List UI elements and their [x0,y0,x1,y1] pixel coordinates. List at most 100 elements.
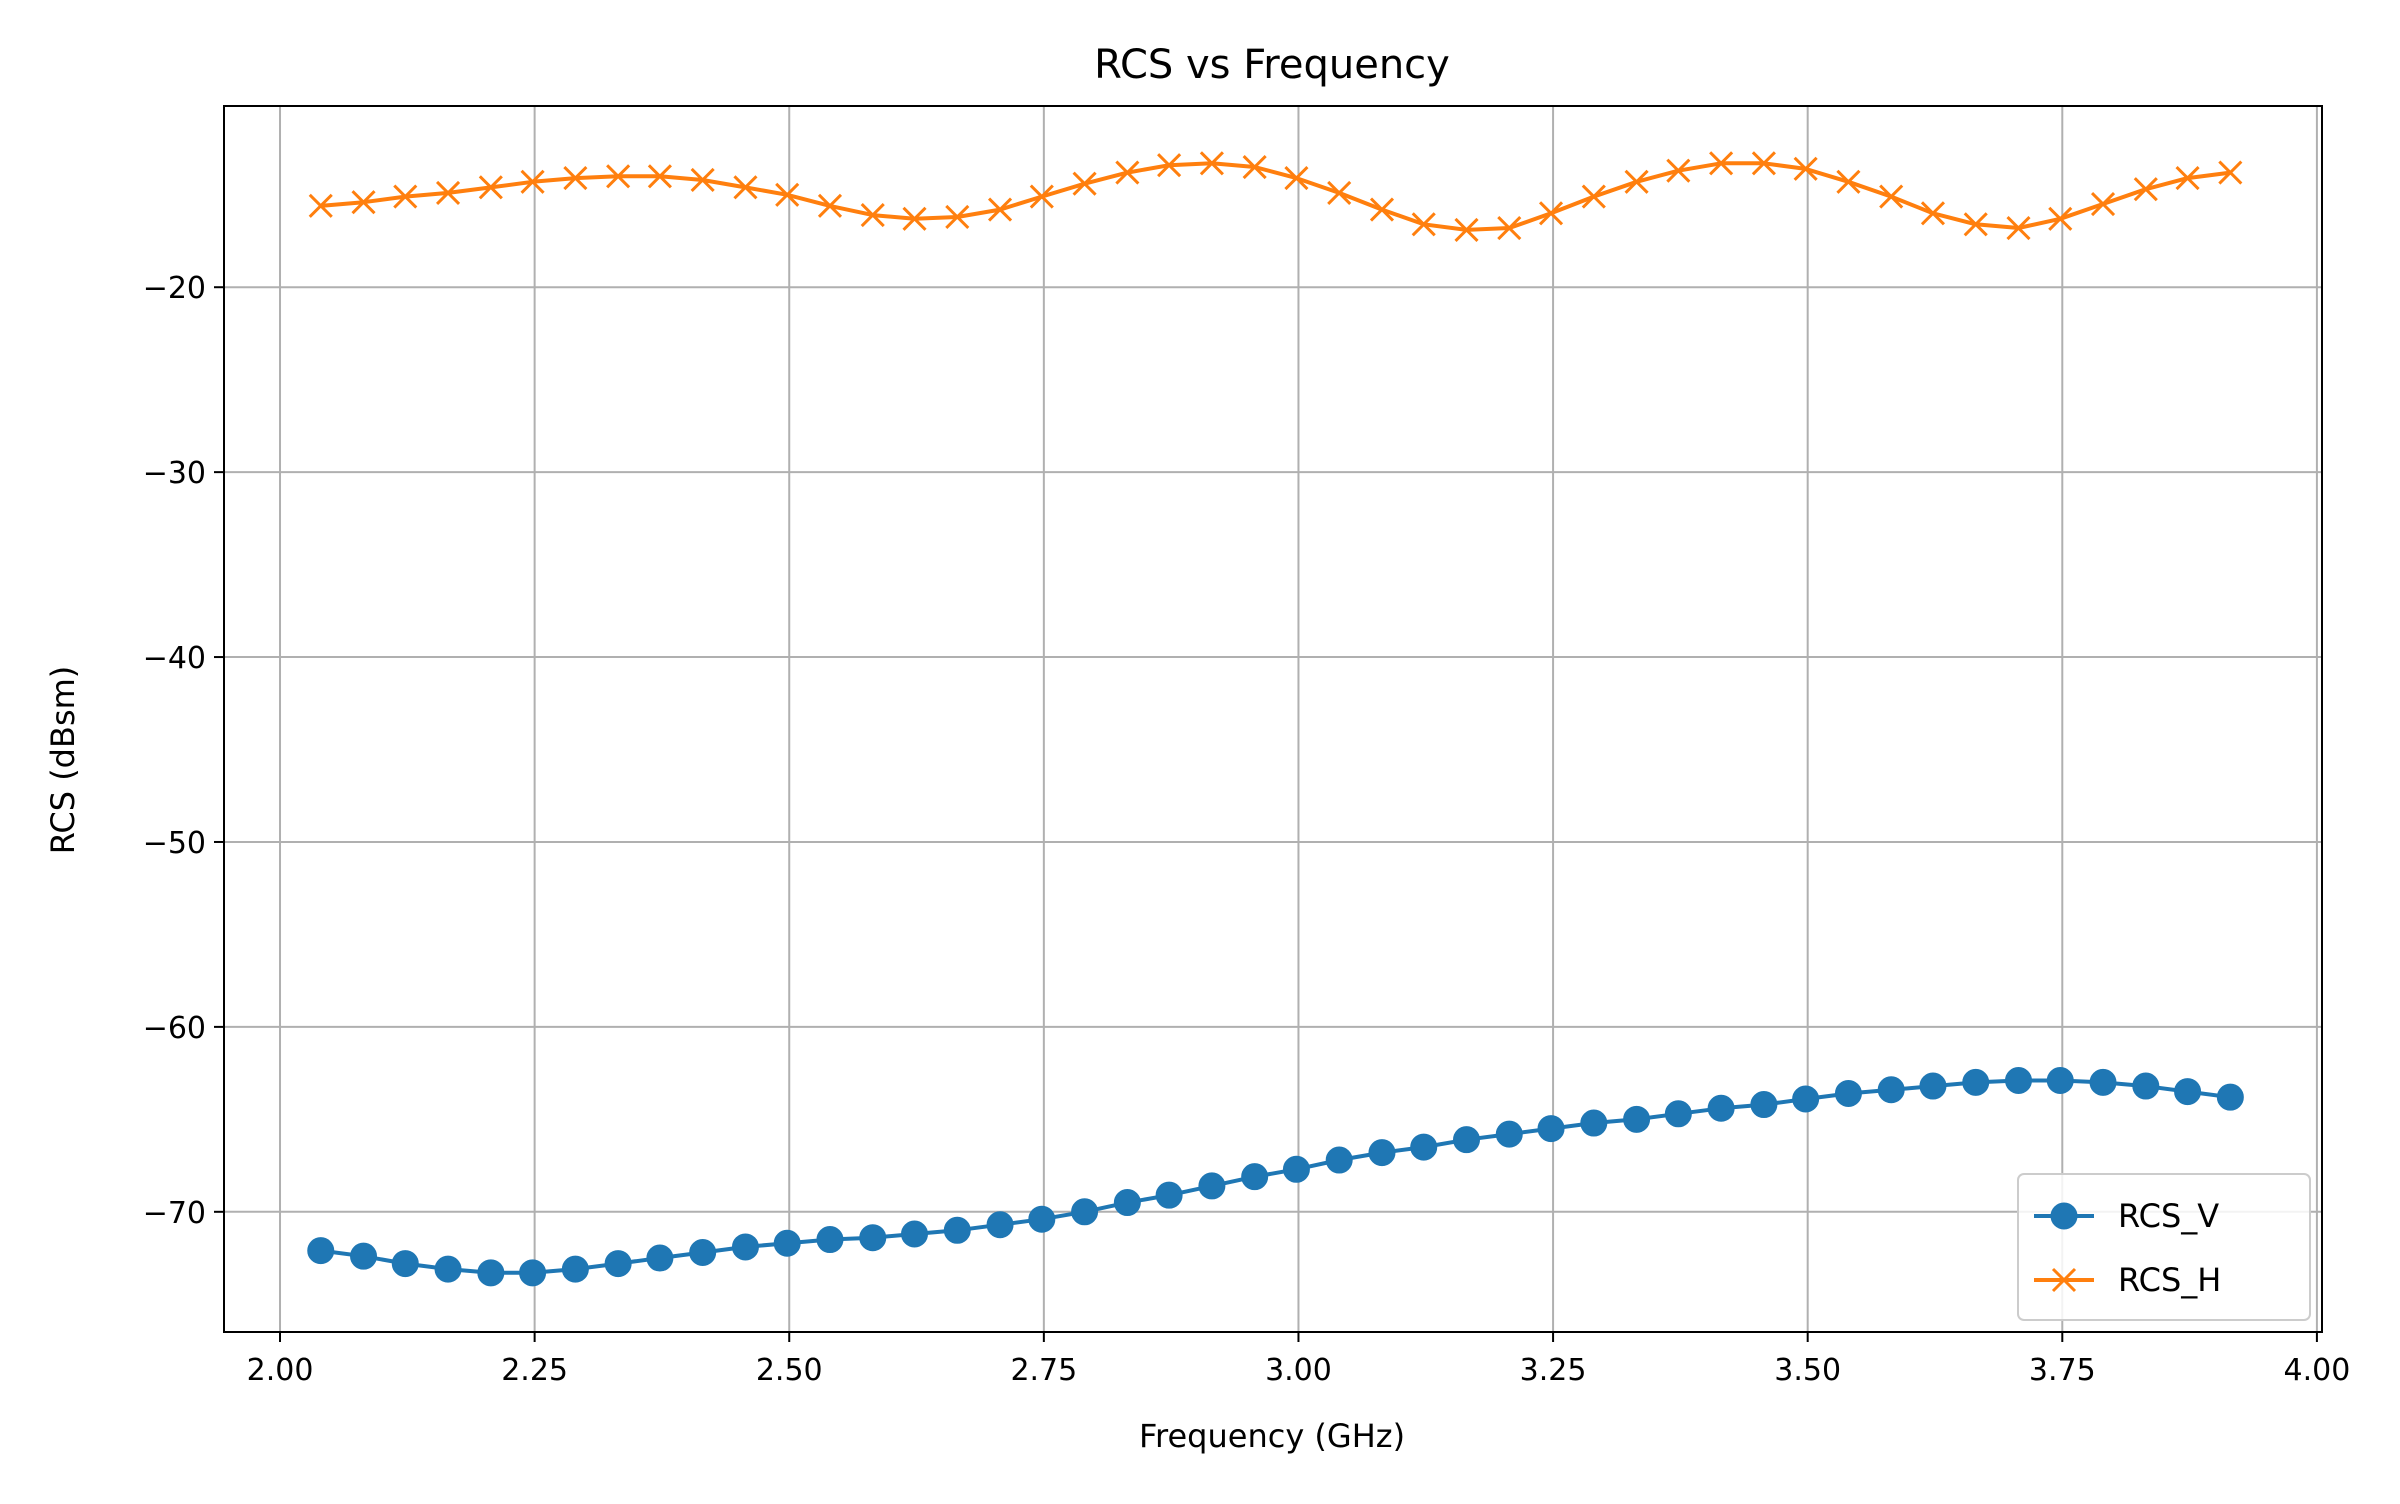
rcs-v-point [1919,1072,1947,1100]
legend-swatch-marker [2050,1202,2078,1230]
x-tick-label: 3.75 [2029,1353,2096,1388]
rcs-h-point [308,193,333,218]
legend-item-rcs-h: RCS_H [2034,1261,2221,1299]
grid [224,106,2322,1332]
rcs-h-point [1666,158,1691,183]
x-tick-label: 3.50 [1774,1353,1841,1388]
y-tick-label: −50 [143,826,206,861]
rcs-h-point [606,164,631,189]
y-tick-label: −70 [143,1196,206,1231]
rcs-v-point [816,1226,844,1254]
rcs-v-point [1537,1115,1565,1143]
rcs-v-point [689,1238,717,1266]
rcs-h-point [1454,217,1479,242]
rcs-h-point [945,204,970,230]
rcs-v-point [1198,1172,1226,1200]
legend: RCS_V RCS_H [2017,1173,2311,1321]
rcs-v-point [986,1211,1014,1239]
rcs-v-point [1962,1068,1990,1096]
rcs-h-point [1242,154,1267,180]
rcs-v-point [1623,1105,1651,1133]
ticks: 2.00 2.25 2.50 2.75 3.00 3.25 3.50 3.75 4.00 −20 −… [143,271,2351,1388]
rcs-v-point [1071,1198,1099,1226]
rcs-h-point [1115,160,1140,185]
rcs-h-point [520,169,545,194]
rcs-h-point [817,193,843,218]
rcs-h-point [1072,171,1097,196]
rcs-h-point [1157,153,1182,178]
rcs-h-point [860,203,885,228]
x-tick-label: 3.00 [1265,1353,1332,1388]
y-tick-label: −20 [143,271,206,306]
legend-label: RCS_V [2118,1197,2219,1235]
rcs-h-point [733,175,758,200]
rcs-h-point [690,167,715,193]
rcs-v-point [1410,1133,1438,1161]
y-axis-label: RCS (dBsm) [44,666,82,855]
rcs-v-point [1282,1155,1310,1183]
y-tick-label: −40 [143,641,206,676]
legend-label: RCS_H [2118,1261,2221,1299]
x-tick-label: 3.25 [1520,1353,1587,1388]
rcs-h-point [902,206,927,231]
rcs-h-point [1879,184,1904,209]
rcs-h-point [1284,166,1309,191]
x-tick-label: 4.00 [2284,1353,2351,1388]
rcs-h-point [478,175,503,200]
rcs-v-point [561,1255,589,1283]
rcs-h-point [647,164,672,189]
rcs-v-point [1028,1205,1056,1233]
rcs-v-point [519,1259,547,1287]
rcs-h-point [1497,215,1522,241]
rcs-h-point [563,166,588,191]
rcs-v-point [307,1237,335,1265]
x-tick-label: 2.50 [756,1353,823,1388]
rcs-h-point [775,182,800,207]
rcs-h-point [1199,151,1224,176]
series-rcs-h [308,151,2243,242]
rcs-h-point [1836,169,1861,194]
rcs-v-point [1750,1091,1778,1119]
rcs-h-point [2175,166,2200,191]
rcs-h-point [2048,206,2073,231]
x-tick-label: 2.00 [247,1353,314,1388]
rcs-v-point [477,1259,505,1287]
rcs-v-point [1325,1146,1353,1174]
rcs-v-point [391,1250,419,1278]
rcs-v-point [646,1244,674,1272]
rcs-h-point [1709,151,1734,176]
rcs-v-point [1453,1126,1481,1154]
legend-swatch-marker [2051,1267,2077,1293]
chart-title: RCS vs Frequency [1094,42,1450,88]
legend-item-rcs-v: RCS_V [2034,1197,2219,1235]
rcs-v-point [773,1229,801,1257]
rcs-h-point [1793,156,1818,181]
series-layer [307,151,2244,1287]
x-axis-label: Frequency (GHz) [1139,1417,1405,1455]
rcs-h-point [1920,201,1946,226]
rcs-v-point [2132,1072,2160,1100]
rcs-v-point [1664,1100,1692,1128]
rcs-v-point [2005,1067,2033,1095]
rcs-h-point [435,180,461,205]
rcs-v-point [943,1216,971,1244]
rcs-v-point [1834,1079,1862,1107]
rcs-h-point [2218,160,2243,185]
rcs-v-point [1580,1109,1608,1137]
y-tick-label: −30 [143,456,206,491]
rcs-h-point [1411,212,1436,237]
rcs-v-point [1368,1139,1396,1167]
rcs-v-point [859,1224,887,1252]
rcs-h-point [2090,191,2116,217]
rcs-h-point [1963,212,1988,237]
rcs-v-point [1707,1094,1735,1122]
x-tick-label: 2.75 [1010,1353,1077,1388]
x-tick-label: 2.25 [501,1353,568,1388]
rcs-v-point [2174,1078,2202,1106]
y-tick-label: −60 [143,1011,206,1046]
series-rcs-v [307,1067,2244,1287]
rcs-v-point [1241,1163,1269,1191]
